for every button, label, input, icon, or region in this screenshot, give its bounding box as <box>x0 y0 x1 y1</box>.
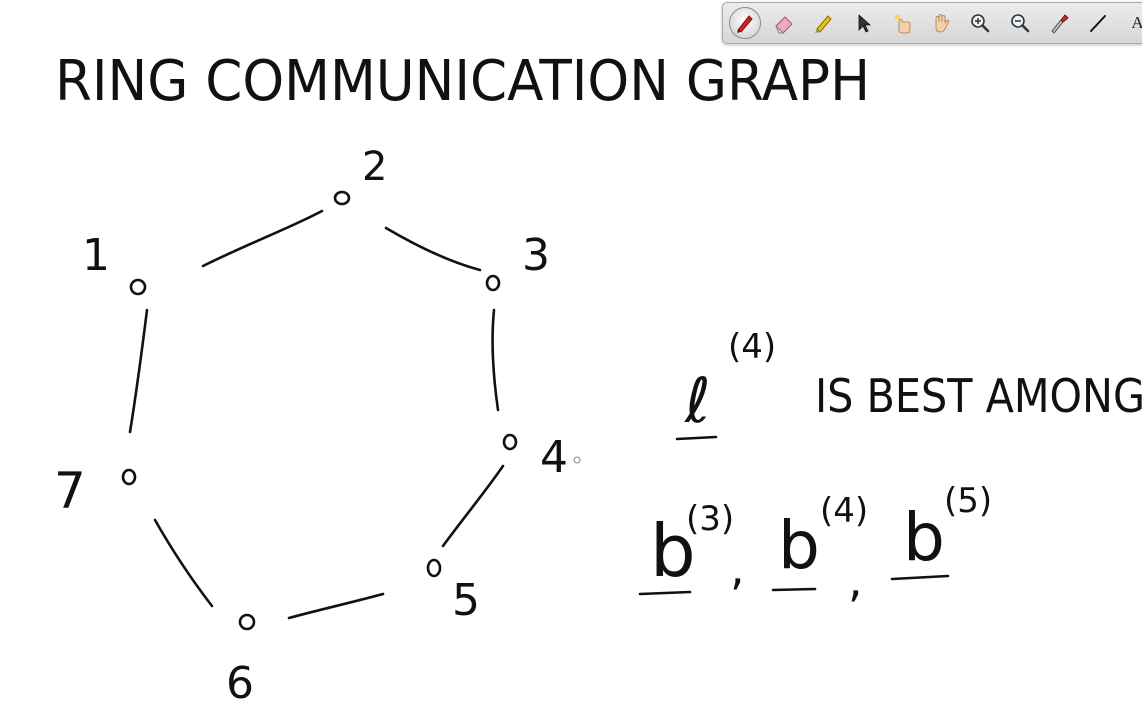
laser-pointer-hand-icon <box>894 14 911 34</box>
pointer-arrow-icon <box>858 14 871 33</box>
pointer-tool-button[interactable] <box>847 7 879 39</box>
node-label-1: 1 <box>82 230 110 281</box>
node-label-2: 2 <box>362 144 387 190</box>
ring-nodes <box>121 190 518 631</box>
pan-tool-button[interactable] <box>925 7 957 39</box>
node-4-circle <box>502 433 518 451</box>
b3-underline <box>638 590 692 596</box>
laser-pointer-tool-button[interactable] <box>886 7 918 39</box>
node-6-circle <box>238 613 256 631</box>
b4-symbol: b <box>778 507 820 584</box>
annotation-toolbar: A <box>722 2 1142 44</box>
comma-2: , <box>848 553 863 607</box>
eraser-tool-button[interactable] <box>768 7 800 39</box>
b5-underline <box>890 574 950 581</box>
zoom-out-tool-button[interactable] <box>1004 7 1036 39</box>
text-tool-button[interactable]: A <box>1122 7 1142 39</box>
node-label-4: 4 <box>540 432 568 483</box>
node-1-circle <box>129 278 147 296</box>
ring-edges <box>128 209 505 620</box>
text-tool-icon: A <box>1131 13 1142 32</box>
node-2-circle <box>333 190 351 206</box>
b5-superscript: (5) <box>944 481 992 521</box>
pan-hand-icon <box>935 14 950 33</box>
line-tool-button[interactable] <box>1082 7 1114 39</box>
l-superscript: (4) <box>728 327 776 367</box>
pen-icon <box>736 15 753 33</box>
b3-superscript: (3) <box>686 499 734 539</box>
l-symbol: ℓ <box>684 364 711 437</box>
node-label-5: 5 <box>452 575 480 626</box>
cursor-dot <box>573 456 581 464</box>
b4-superscript: (4) <box>820 491 868 531</box>
edge-6-7 <box>153 518 214 608</box>
node-7-circle <box>121 468 137 486</box>
best-among-text: IS BEST AMONG <box>815 369 1142 423</box>
note-line-2: b (3) , b (4) , b (5) <box>638 481 992 607</box>
node-label-3: 3 <box>522 230 550 281</box>
edge-2-3 <box>384 226 482 272</box>
page-title: RING COMMUNICATION GRAPH <box>55 49 870 114</box>
comma-1: , <box>730 541 745 595</box>
zoom-out-icon <box>1010 14 1030 33</box>
edge-7-1 <box>128 308 149 434</box>
node-labels: 1 2 3 4 5 6 7 <box>54 144 568 709</box>
b5-symbol: b <box>903 499 945 576</box>
zoom-in-tool-button[interactable] <box>965 7 997 39</box>
pen-tool-button[interactable] <box>729 7 761 39</box>
edge-5-6 <box>287 592 385 620</box>
zoom-in-icon <box>971 14 990 33</box>
b3-symbol: b <box>650 509 696 593</box>
edge-4-5 <box>441 464 505 548</box>
color-picker-tool-button[interactable] <box>1043 7 1075 39</box>
highlighter-tool-button[interactable] <box>808 7 840 39</box>
node-label-6: 6 <box>226 658 254 709</box>
note-line-1: ℓ (4) IS BEST AMONG <box>675 327 1142 441</box>
l-underline <box>675 435 718 441</box>
edge-1-2 <box>201 209 324 268</box>
b4-underline <box>771 587 817 592</box>
line-icon <box>1090 15 1107 32</box>
node-3-circle <box>485 274 501 292</box>
eraser-icon <box>775 16 793 34</box>
edge-3-4 <box>491 308 500 412</box>
node-label-7: 7 <box>54 462 86 520</box>
highlighter-icon <box>815 15 833 33</box>
node-5-circle <box>426 558 442 578</box>
color-picker-icon <box>1051 14 1069 34</box>
